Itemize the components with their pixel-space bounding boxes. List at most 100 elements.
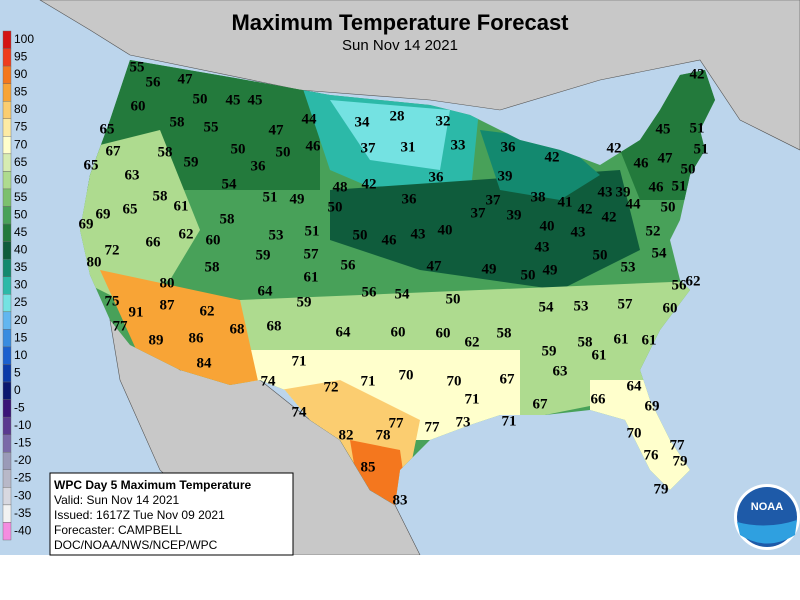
station-temp: 86 — [189, 330, 205, 346]
station-temp: 62 — [200, 303, 215, 319]
station-temp: 77 — [425, 419, 441, 435]
station-temp: 74 — [292, 404, 308, 420]
legend-label: 55 — [14, 190, 28, 204]
station-temp: 58 — [497, 325, 512, 341]
station-temp: 71 — [361, 373, 376, 389]
station-temp: 44 — [626, 196, 642, 212]
legend-label: 70 — [14, 137, 28, 151]
station-temp: 60 — [436, 325, 451, 341]
station-temp: 58 — [158, 144, 173, 160]
station-temp: 50 — [193, 91, 208, 107]
legend-label: 80 — [14, 102, 28, 116]
station-temp: 59 — [184, 154, 199, 170]
station-temp: 47 — [178, 71, 194, 87]
station-temp: 87 — [160, 297, 176, 313]
legend-swatch — [2, 223, 12, 242]
station-temp: 68 — [230, 321, 245, 337]
station-temp: 40 — [540, 218, 555, 234]
station-temp: 52 — [646, 223, 661, 239]
station-temp: 80 — [160, 275, 175, 291]
station-temp: 50 — [231, 141, 246, 157]
station-temp: 61 — [614, 331, 629, 347]
station-temp: 41 — [558, 194, 573, 210]
legend-label: 75 — [14, 120, 28, 134]
legend: 1009590858075706560555045403530252015105… — [2, 30, 34, 541]
legend-label: 10 — [14, 348, 28, 362]
station-temp: 39 — [616, 184, 631, 200]
station-temp: 42 — [545, 149, 560, 165]
station-temp: 67 — [106, 143, 122, 159]
info-line: DOC/NOAA/NWS/NCEP/WPC — [54, 538, 218, 552]
station-temp: 50 — [661, 199, 676, 215]
station-temp: 69 — [645, 398, 660, 414]
footer-space — [0, 555, 800, 600]
station-temp: 36 — [429, 169, 445, 185]
legend-label: -10 — [14, 418, 32, 432]
station-temp: 71 — [502, 413, 517, 429]
legend-label: 20 — [14, 313, 28, 327]
subtitle: Sun Nov 14 2021 — [342, 37, 458, 54]
station-temp: 51 — [672, 178, 687, 194]
station-temp: 50 — [681, 161, 696, 177]
station-temp: 45 — [226, 92, 241, 108]
station-temp: 65 — [123, 201, 138, 217]
title: Maximum Temperature Forecast — [231, 10, 569, 35]
legend-label: 60 — [14, 172, 28, 186]
legend-label: -15 — [14, 436, 32, 450]
station-temp: 46 — [634, 155, 650, 171]
info-line: WPC Day 5 Maximum Temperature — [54, 478, 251, 492]
station-temp: 61 — [304, 269, 319, 285]
station-temp: 58 — [153, 188, 168, 204]
legend-swatch — [2, 101, 12, 119]
legend-swatch — [2, 434, 12, 453]
legend-label: 0 — [14, 383, 21, 397]
station-temp: 50 — [593, 247, 608, 263]
station-temp: 36 — [501, 139, 517, 155]
station-temp: 32 — [436, 113, 451, 129]
station-temp: 39 — [507, 207, 522, 223]
station-temp: 42 — [578, 201, 593, 217]
legend-swatch — [2, 30, 12, 49]
station-temp: 54 — [652, 245, 668, 261]
legend-swatch — [2, 153, 12, 172]
station-temp: 77 — [670, 437, 686, 453]
station-temp: 31 — [401, 139, 416, 155]
station-temp: 53 — [269, 227, 284, 243]
station-temp: 69 — [79, 216, 94, 232]
legend-swatch — [2, 83, 12, 102]
station-temp: 72 — [105, 242, 120, 258]
legend-swatch — [2, 487, 12, 506]
station-temp: 68 — [267, 318, 282, 334]
station-temp: 54 — [539, 299, 555, 315]
legend-swatch — [2, 364, 12, 383]
station-temp: 64 — [627, 378, 643, 394]
station-temp: 55 — [130, 59, 145, 75]
legend-swatch — [2, 48, 12, 67]
station-temp: 80 — [87, 254, 102, 270]
legend-label: 90 — [14, 67, 28, 81]
station-temp: 46 — [649, 179, 665, 195]
station-temp: 48 — [333, 179, 348, 195]
station-temp: 56 — [146, 74, 162, 90]
legend-swatch — [2, 346, 12, 365]
station-temp: 84 — [197, 355, 213, 371]
station-temp: 44 — [302, 111, 318, 127]
station-temp: 83 — [393, 492, 408, 508]
station-temp: 39 — [498, 168, 513, 184]
station-temp: 50 — [276, 144, 291, 160]
station-temp: 50 — [353, 227, 368, 243]
temperature-field — [80, 60, 715, 505]
station-temp: 47 — [658, 150, 674, 166]
station-temp: 43 — [535, 239, 550, 255]
legend-label: 25 — [14, 295, 28, 309]
info-box — [49, 472, 294, 556]
station-temp: 71 — [292, 353, 307, 369]
station-temp: 42 — [362, 176, 377, 192]
station-temp: 58 — [578, 334, 593, 350]
station-temp: 64 — [258, 283, 274, 299]
station-temp: 70 — [447, 373, 462, 389]
station-temp: 58 — [170, 114, 185, 130]
station-temp: 71 — [465, 391, 480, 407]
logo-wave — [737, 520, 797, 544]
